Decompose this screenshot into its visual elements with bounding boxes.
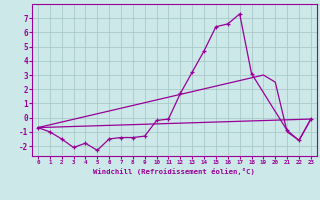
X-axis label: Windchill (Refroidissement éolien,°C): Windchill (Refroidissement éolien,°C) bbox=[93, 168, 255, 175]
